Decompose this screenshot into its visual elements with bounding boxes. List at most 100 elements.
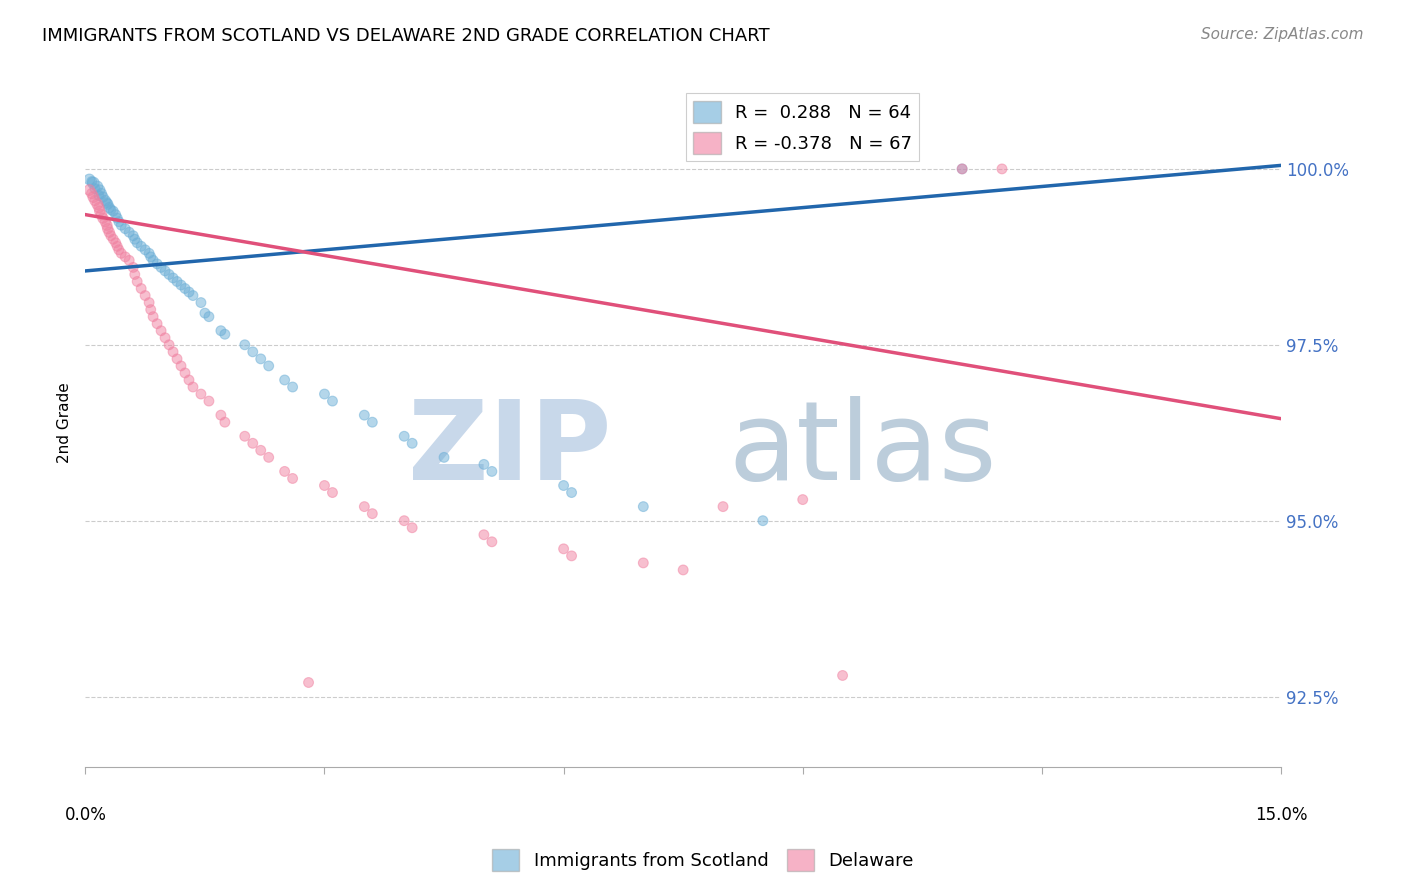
Point <box>82 190 104 204</box>
Point <box>174 281 197 295</box>
Point <box>89 204 111 219</box>
Point <box>281 471 304 485</box>
Point <box>273 465 295 479</box>
Point <box>214 415 236 429</box>
Point <box>553 478 575 492</box>
Point <box>198 394 221 409</box>
Point <box>190 295 212 310</box>
Point <box>831 668 853 682</box>
Point <box>129 239 152 253</box>
Point <box>84 194 107 208</box>
Point <box>433 450 456 465</box>
Point <box>89 183 111 197</box>
Text: atlas: atlas <box>728 396 997 503</box>
Point <box>138 295 160 310</box>
Point <box>157 338 180 352</box>
Point <box>104 235 127 250</box>
Point <box>139 302 162 317</box>
Point <box>353 500 375 514</box>
Point <box>142 310 165 324</box>
Point <box>242 344 264 359</box>
Point <box>162 344 184 359</box>
Point <box>170 359 193 373</box>
Point <box>97 221 120 235</box>
Point <box>481 465 503 479</box>
Text: 15.0%: 15.0% <box>1254 805 1308 823</box>
Point <box>94 194 117 208</box>
Point <box>79 183 101 197</box>
Point <box>177 373 200 387</box>
Point <box>127 235 149 250</box>
Point <box>87 201 110 215</box>
Point <box>214 327 236 342</box>
Point <box>361 415 384 429</box>
Point <box>87 188 110 202</box>
Point <box>105 211 128 226</box>
Text: IMMIGRANTS FROM SCOTLAND VS DELAWARE 2ND GRADE CORRELATION CHART: IMMIGRANTS FROM SCOTLAND VS DELAWARE 2ND… <box>42 27 770 45</box>
Point <box>150 324 173 338</box>
Point <box>80 175 103 189</box>
Point <box>157 268 180 282</box>
Point <box>190 387 212 401</box>
Point <box>114 221 136 235</box>
Point <box>86 179 108 194</box>
Point <box>561 549 583 563</box>
Point <box>91 211 114 226</box>
Point <box>194 306 217 320</box>
Point <box>401 521 423 535</box>
Point <box>108 215 131 229</box>
Point <box>752 514 775 528</box>
Point <box>209 408 232 422</box>
Point <box>361 507 384 521</box>
Point <box>249 443 271 458</box>
Legend: R =  0.288   N = 64, R = -0.378   N = 67: R = 0.288 N = 64, R = -0.378 N = 67 <box>686 94 920 161</box>
Point <box>672 563 695 577</box>
Point <box>122 260 145 275</box>
Point <box>91 190 114 204</box>
Point <box>321 394 343 409</box>
Point <box>90 186 112 201</box>
Point <box>98 201 121 215</box>
Point <box>86 197 108 211</box>
Point <box>105 239 128 253</box>
Point <box>321 485 343 500</box>
Point <box>153 331 176 345</box>
Point <box>166 351 188 366</box>
Point <box>97 197 120 211</box>
Point <box>257 359 280 373</box>
Point <box>257 450 280 465</box>
Y-axis label: 2nd Grade: 2nd Grade <box>58 382 72 463</box>
Point <box>118 225 141 239</box>
Point <box>142 253 165 268</box>
Point <box>139 250 162 264</box>
Point <box>84 181 107 195</box>
Point <box>472 458 495 472</box>
Point <box>150 260 173 275</box>
Point <box>401 436 423 450</box>
Point <box>181 380 204 394</box>
Text: 0.0%: 0.0% <box>65 805 107 823</box>
Point <box>118 253 141 268</box>
Point <box>273 373 295 387</box>
Point <box>170 277 193 292</box>
Point <box>124 232 146 246</box>
Point <box>80 186 103 201</box>
Point <box>103 204 125 219</box>
Point <box>166 275 188 289</box>
Point <box>146 257 169 271</box>
Point <box>162 271 184 285</box>
Point <box>96 218 118 232</box>
Legend: Immigrants from Scotland, Delaware: Immigrants from Scotland, Delaware <box>485 842 921 879</box>
Point <box>96 195 118 210</box>
Point <box>100 202 122 217</box>
Point <box>950 161 973 176</box>
Point <box>127 275 149 289</box>
Point <box>633 500 655 514</box>
Point <box>153 264 176 278</box>
Point <box>314 387 336 401</box>
Point <box>138 246 160 260</box>
Point <box>792 492 814 507</box>
Point <box>134 243 156 257</box>
Point <box>249 351 271 366</box>
Point <box>110 246 132 260</box>
